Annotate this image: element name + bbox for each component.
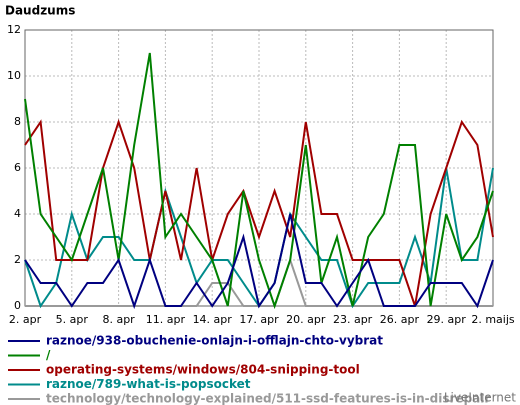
y-tick-label: 6 [14, 161, 21, 174]
x-tick-label: 2. maijs [471, 313, 515, 326]
legend-label: operating-systems/windows/804-snipping-t… [46, 363, 360, 377]
x-tick-label: 20. apr [286, 313, 326, 326]
y-tick-label: 2 [14, 253, 21, 266]
watermark: LiveInternet [444, 391, 516, 405]
y-tick-label: 0 [14, 299, 21, 312]
chart-title: Daudzums [5, 4, 75, 18]
y-tick-label: 12 [7, 23, 21, 36]
series-line [24, 52, 494, 310]
x-tick-label: 5. apr [56, 313, 89, 326]
legend-label: raznoe/789-what-is-popsocket [46, 377, 251, 391]
x-tick-label: 23. apr [333, 313, 373, 326]
legend-label: technology/technology-explained/511-ssd-… [46, 392, 490, 405]
x-tick-label: 11. apr [146, 313, 186, 326]
y-tick-label: 4 [14, 207, 21, 220]
legend-label: raznoe/938-obuchenie-onlajn-i-offlajn-ch… [46, 334, 383, 348]
x-tick-label: 26. apr [380, 313, 420, 326]
legend-label: / [46, 348, 51, 362]
series-line [24, 213, 494, 310]
x-tick-label: 17. apr [239, 313, 279, 326]
x-tick-label: 29. apr [427, 313, 467, 326]
x-tick-label: 8. apr [102, 313, 135, 326]
x-tick-label: 14. apr [193, 313, 233, 326]
x-tick-label: 2. apr [9, 313, 42, 326]
y-tick-label: 10 [7, 69, 21, 82]
y-tick-label: 8 [14, 115, 21, 128]
